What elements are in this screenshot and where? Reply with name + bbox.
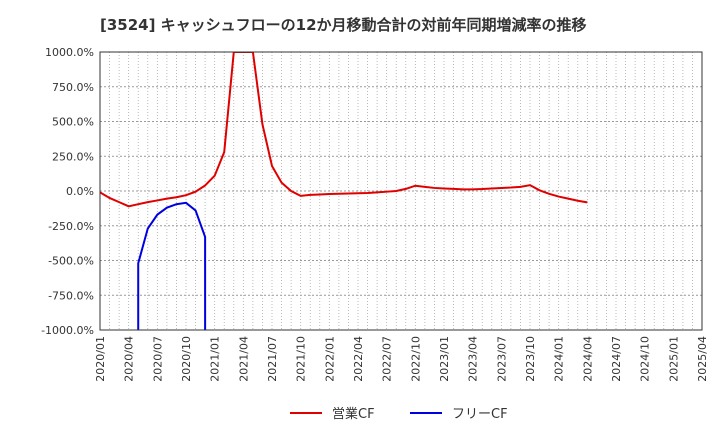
x-tick-label: 2022/07 [381, 336, 394, 382]
y-tick-label: -750.0% [48, 289, 94, 302]
x-tick-label: 2022/01 [323, 336, 336, 382]
grid-layer [99, 51, 703, 331]
series-line-1 [137, 201, 207, 330]
plot-frame [99, 51, 703, 331]
x-tick-label: 2021/07 [266, 336, 279, 382]
x-tick-label: 2025/04 [696, 336, 709, 382]
x-tick-label: 2021/01 [209, 336, 222, 382]
x-tick-label: 2024/04 [581, 336, 594, 382]
x-tick-label: 2023/07 [495, 336, 508, 382]
x-tick-label: 2024/01 [553, 336, 566, 382]
x-tick-label: 2020/01 [94, 336, 107, 382]
x-tick-label: 2024/07 [610, 336, 623, 382]
x-tick-label: 2023/04 [467, 336, 480, 382]
x-tick-label: 2021/10 [295, 336, 308, 382]
x-tick-label: 2020/04 [123, 336, 136, 382]
chart-title: [3524] キャッシュフローの12か月移動合計の対前年同期増減率の推移 [100, 16, 587, 34]
legend-label-0: 営業CF [332, 406, 375, 422]
y-tick-label: -250.0% [48, 220, 94, 233]
x-tick-label: 2020/10 [180, 336, 193, 382]
y-tick-label: 750.0% [52, 81, 94, 94]
series-layer [100, 52, 588, 330]
y-tick-label: -1000.0% [41, 324, 94, 337]
legend-label-1: フリーCF [452, 407, 508, 422]
x-tick-label: 2023/10 [524, 336, 537, 382]
y-tick-label: 250.0% [52, 150, 94, 163]
y-tick-label: 500.0% [52, 116, 94, 129]
y-tick-label: 1000.0% [45, 46, 94, 59]
x-tick-label: 2022/04 [352, 336, 365, 382]
y-tick-label: -500.0% [48, 255, 94, 268]
x-tick-label: 2024/10 [639, 336, 652, 382]
x-tick-label: 2021/04 [237, 336, 250, 382]
y-tick-label: 0.0% [66, 185, 94, 198]
legend: 営業CF フリーCF [290, 406, 508, 422]
x-tick-label: 2022/10 [409, 336, 422, 382]
x-tick-label: 2023/01 [438, 336, 451, 382]
axis-layer: 1000.0% 750.0% 500.0% 250.0% 0.0% -250.0% -500… [41, 46, 709, 382]
x-tick-label: 2020/07 [151, 336, 164, 382]
x-tick-label: 2025/01 [667, 336, 680, 382]
series-line-0 [100, 52, 588, 208]
